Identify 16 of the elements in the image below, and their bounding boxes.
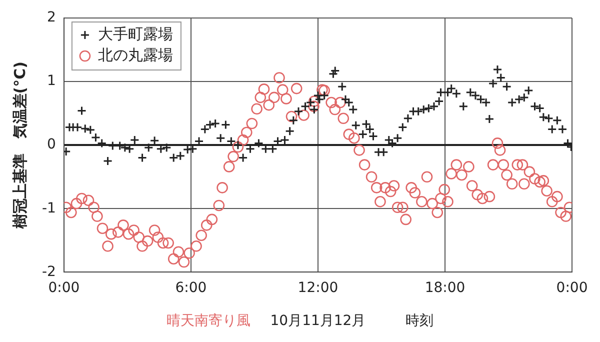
y-axis-title: 樹冠上基準 気温差(°C) bbox=[10, 61, 29, 230]
x-tick-label: 18:00 bbox=[424, 280, 466, 296]
text: 10月11月12月 bbox=[270, 313, 366, 329]
x-axis-title: 時刻 bbox=[406, 313, 434, 329]
x-tick-label: 0:00 bbox=[556, 280, 588, 296]
y-tick-label: 0 bbox=[47, 136, 56, 153]
x-tick-label: 12:00 bbox=[298, 280, 338, 296]
y-tick-label: 1 bbox=[47, 73, 56, 90]
y-tick-label: -1 bbox=[42, 200, 56, 216]
y-tick-label: 2 bbox=[47, 10, 56, 26]
x-tick-label: 0:00 bbox=[48, 280, 80, 296]
text: 晴天南寄り風 bbox=[166, 313, 250, 329]
legend-label: 北の丸露場 bbox=[98, 46, 173, 64]
y-tick-label: -2 bbox=[42, 264, 56, 280]
legend-label: 大手町露場 bbox=[98, 24, 173, 43]
x-tick-label: 6:00 bbox=[175, 280, 207, 296]
